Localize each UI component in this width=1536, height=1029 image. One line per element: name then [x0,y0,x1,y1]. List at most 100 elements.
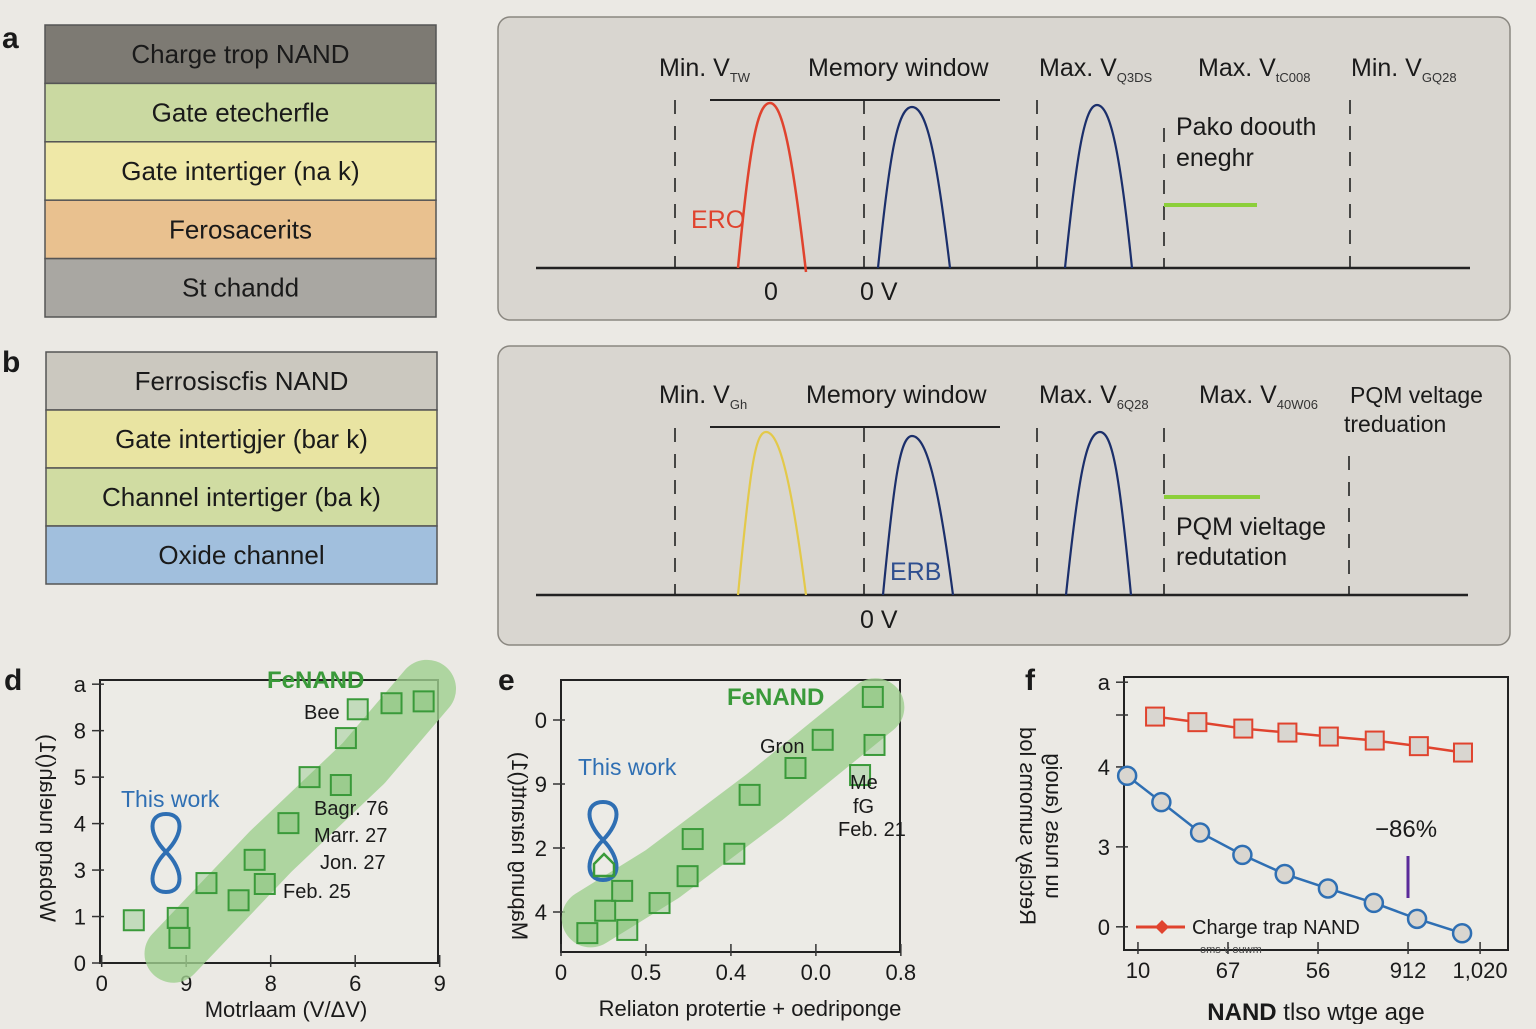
layer-label: Gate etecherfle [152,97,330,127]
legend-marker-icon [1155,920,1169,934]
note-line1: PQM vieltage [1176,513,1326,541]
x-tick-label: 9 [434,971,446,996]
distribution-curve-yellow [736,430,808,596]
data-point-square [253,873,276,896]
layer-stack-b: Ferrosiscfis NAND Gate intertigjer (bar k… [45,351,438,585]
layer-block [44,82,437,143]
y-tick-label: 1 [74,905,86,930]
layer-block [45,351,438,411]
layer-label: Gate intertigjer (bar k) [115,424,368,454]
fenand-band [144,659,457,983]
panel-label-e: e [498,664,515,697]
data-point-square [243,848,266,871]
diagram-b: Min. VGh Memory window Max. V6Q28 Max. V… [497,345,1511,646]
this-work-marker-icon [150,811,182,895]
house-marker-icon [592,852,616,878]
layer-label: St chandd [182,273,299,303]
data-point-square [1408,736,1429,757]
y-tick-label: 4 [1098,755,1110,780]
chart-e: 4 2 9 0 0 0.5 0.4 0.0 0.8 FeNAND This work Gron MefG… [507,678,917,1021]
data-point-square [849,764,872,787]
x-axis-label: Reliaton protertie + oedriponge [599,996,902,1021]
annotation: Gron [760,736,804,758]
dashed-guides [674,428,1350,595]
x-tick-label: 8 [265,971,277,996]
layer-block [44,24,437,85]
x-tick-label: 6 [349,971,361,996]
x-axis-label: Motrlaam (V/ΔV) [205,997,368,1022]
distribution-curve-blue [1063,103,1134,269]
data-point-circle [1406,908,1428,930]
y-tick-label: 5 [74,765,86,790]
data-point-square [676,865,699,888]
peak-label: ERB [890,558,941,586]
data-point-square [1187,712,1208,733]
data-point-square [380,692,403,715]
series-label-fenand: FeNAND [727,684,824,711]
data-point-circle [1232,844,1253,866]
data-point-circle [1317,878,1339,899]
annotation: Bagr. 76 [314,798,389,820]
distribution-curve-navy-2 [1064,430,1133,596]
annotation: Feb. 25 [283,881,351,903]
x-tick-label: 0.8 [886,960,917,985]
label-zero-v: 0 V [860,278,898,306]
data-point-circle [1363,892,1385,914]
fenand-band [561,678,905,948]
label-max-v2: Max. VtC008 [1198,54,1311,85]
note-line1: Pako doouth [1176,113,1316,141]
data-point-circle [1151,791,1172,813]
data-point-square [863,733,886,756]
x-tick-label: 0 [96,971,108,996]
layer-label: Ferrosiscfis NAND [135,366,349,396]
y-axis-label: Mapung narantt()1) [507,752,532,940]
note-line2: eneghr [1176,144,1254,172]
data-point-square [784,757,807,779]
x-axis-label: NAND tlso wtge age [1207,999,1424,1024]
panel-label-b: b [2,346,20,379]
panel-label-a: a [2,22,19,55]
peak-label: ERO [691,206,745,234]
annotation: Marr. 27 [314,825,387,847]
layer-block [44,199,437,260]
reduction-annotation: −86% [1375,816,1437,843]
layer-label: Oxide channel [158,540,324,570]
layer-label: Ferosacerits [169,214,312,244]
data-point-square [1364,730,1385,751]
data-point-square [616,918,639,941]
y-tick-label: 0 [1098,915,1110,940]
chart-f: 0 3 4 a 10 67 56 912 1,020 Charge trap NAND oms v … [1015,670,1509,1026]
data-point-square [1452,742,1473,763]
data-point-square [861,685,884,708]
data-point-circle [1116,765,1138,786]
annotation: fG [853,796,874,818]
data-point-square [166,906,189,929]
y-tick-label: 3 [74,858,86,883]
data-point-square [346,698,369,721]
layer-stack-a: Charge trop NAND Gate etecherfle Gate inte… [44,24,437,318]
data-point-square [681,828,704,851]
data-point-square [122,909,145,932]
x-tick-label: 0.4 [716,960,747,985]
data-point-square [576,922,599,945]
data-point-circle [1189,822,1211,843]
series-label-fenand: FeNAND [267,667,364,694]
y-tick-label: a [1098,670,1111,695]
data-point-square [334,727,357,750]
annotation: Bee [304,702,340,724]
layer-block [45,467,438,527]
layer-block [45,525,438,585]
dashed-guides [674,100,1351,268]
data-point-square [412,690,435,713]
plot-area [1123,676,1509,951]
x-axis-label-rest: tlso wtge age [1283,999,1424,1024]
y-tick-label: 4 [74,812,86,837]
y-tick-label: 9 [535,772,547,797]
data-point-square [723,842,746,865]
x-tick-label: 0.0 [801,960,832,985]
data-point-circle [1451,922,1473,944]
x-tick-label: 1,020 [1453,958,1508,983]
x-axis-label-bold: NAND [1207,999,1276,1024]
panel-label-d: d [4,664,22,697]
